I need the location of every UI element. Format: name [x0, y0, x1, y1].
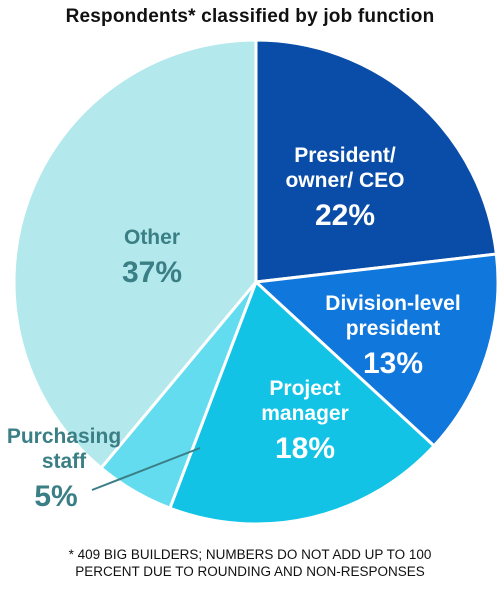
leader-line-purchasing-staff [91, 447, 201, 491]
slice-name-line: Other [124, 226, 180, 249]
slice-value: 22% [315, 199, 375, 232]
slice-name-line: manager [261, 402, 349, 425]
pie-slice-president-owner-ceo [254, 38, 499, 284]
slice-value: 13% [363, 347, 423, 380]
slice-label-president-owner-ceo: President/owner/ CEO 22% [285, 144, 404, 232]
pie-slice-other [12, 38, 258, 471]
slice-name-line: president [346, 317, 441, 340]
slice-name-line: Project [269, 377, 340, 400]
slice-value: 18% [275, 432, 335, 465]
footnote: * 409 BIG BUILDERS; NUMBERS DO NOT ADD U… [0, 546, 500, 580]
chart-title: Respondents* classified by job function [65, 6, 435, 27]
slice-name-line: staff [42, 450, 87, 473]
slice-name-line: Purchasing [7, 425, 121, 448]
footnote-line-2: PERCENT DUE TO ROUNDING AND NON-RESPONSE… [75, 564, 425, 579]
slice-name-line: President/ [294, 144, 396, 167]
footnote-line-1: * 409 BIG BUILDERS; NUMBERS DO NOT ADD U… [68, 547, 432, 562]
slice-name-line: Division-level [325, 292, 460, 315]
pie-slice-division-level-president [252, 252, 500, 449]
pie-slice-project-manager [167, 279, 437, 526]
slice-value: 37% [122, 256, 182, 289]
slice-value: 5% [34, 480, 77, 513]
slice-label-other: Other 37% [122, 226, 182, 289]
slice-name-line: owner/ CEO [285, 169, 404, 192]
